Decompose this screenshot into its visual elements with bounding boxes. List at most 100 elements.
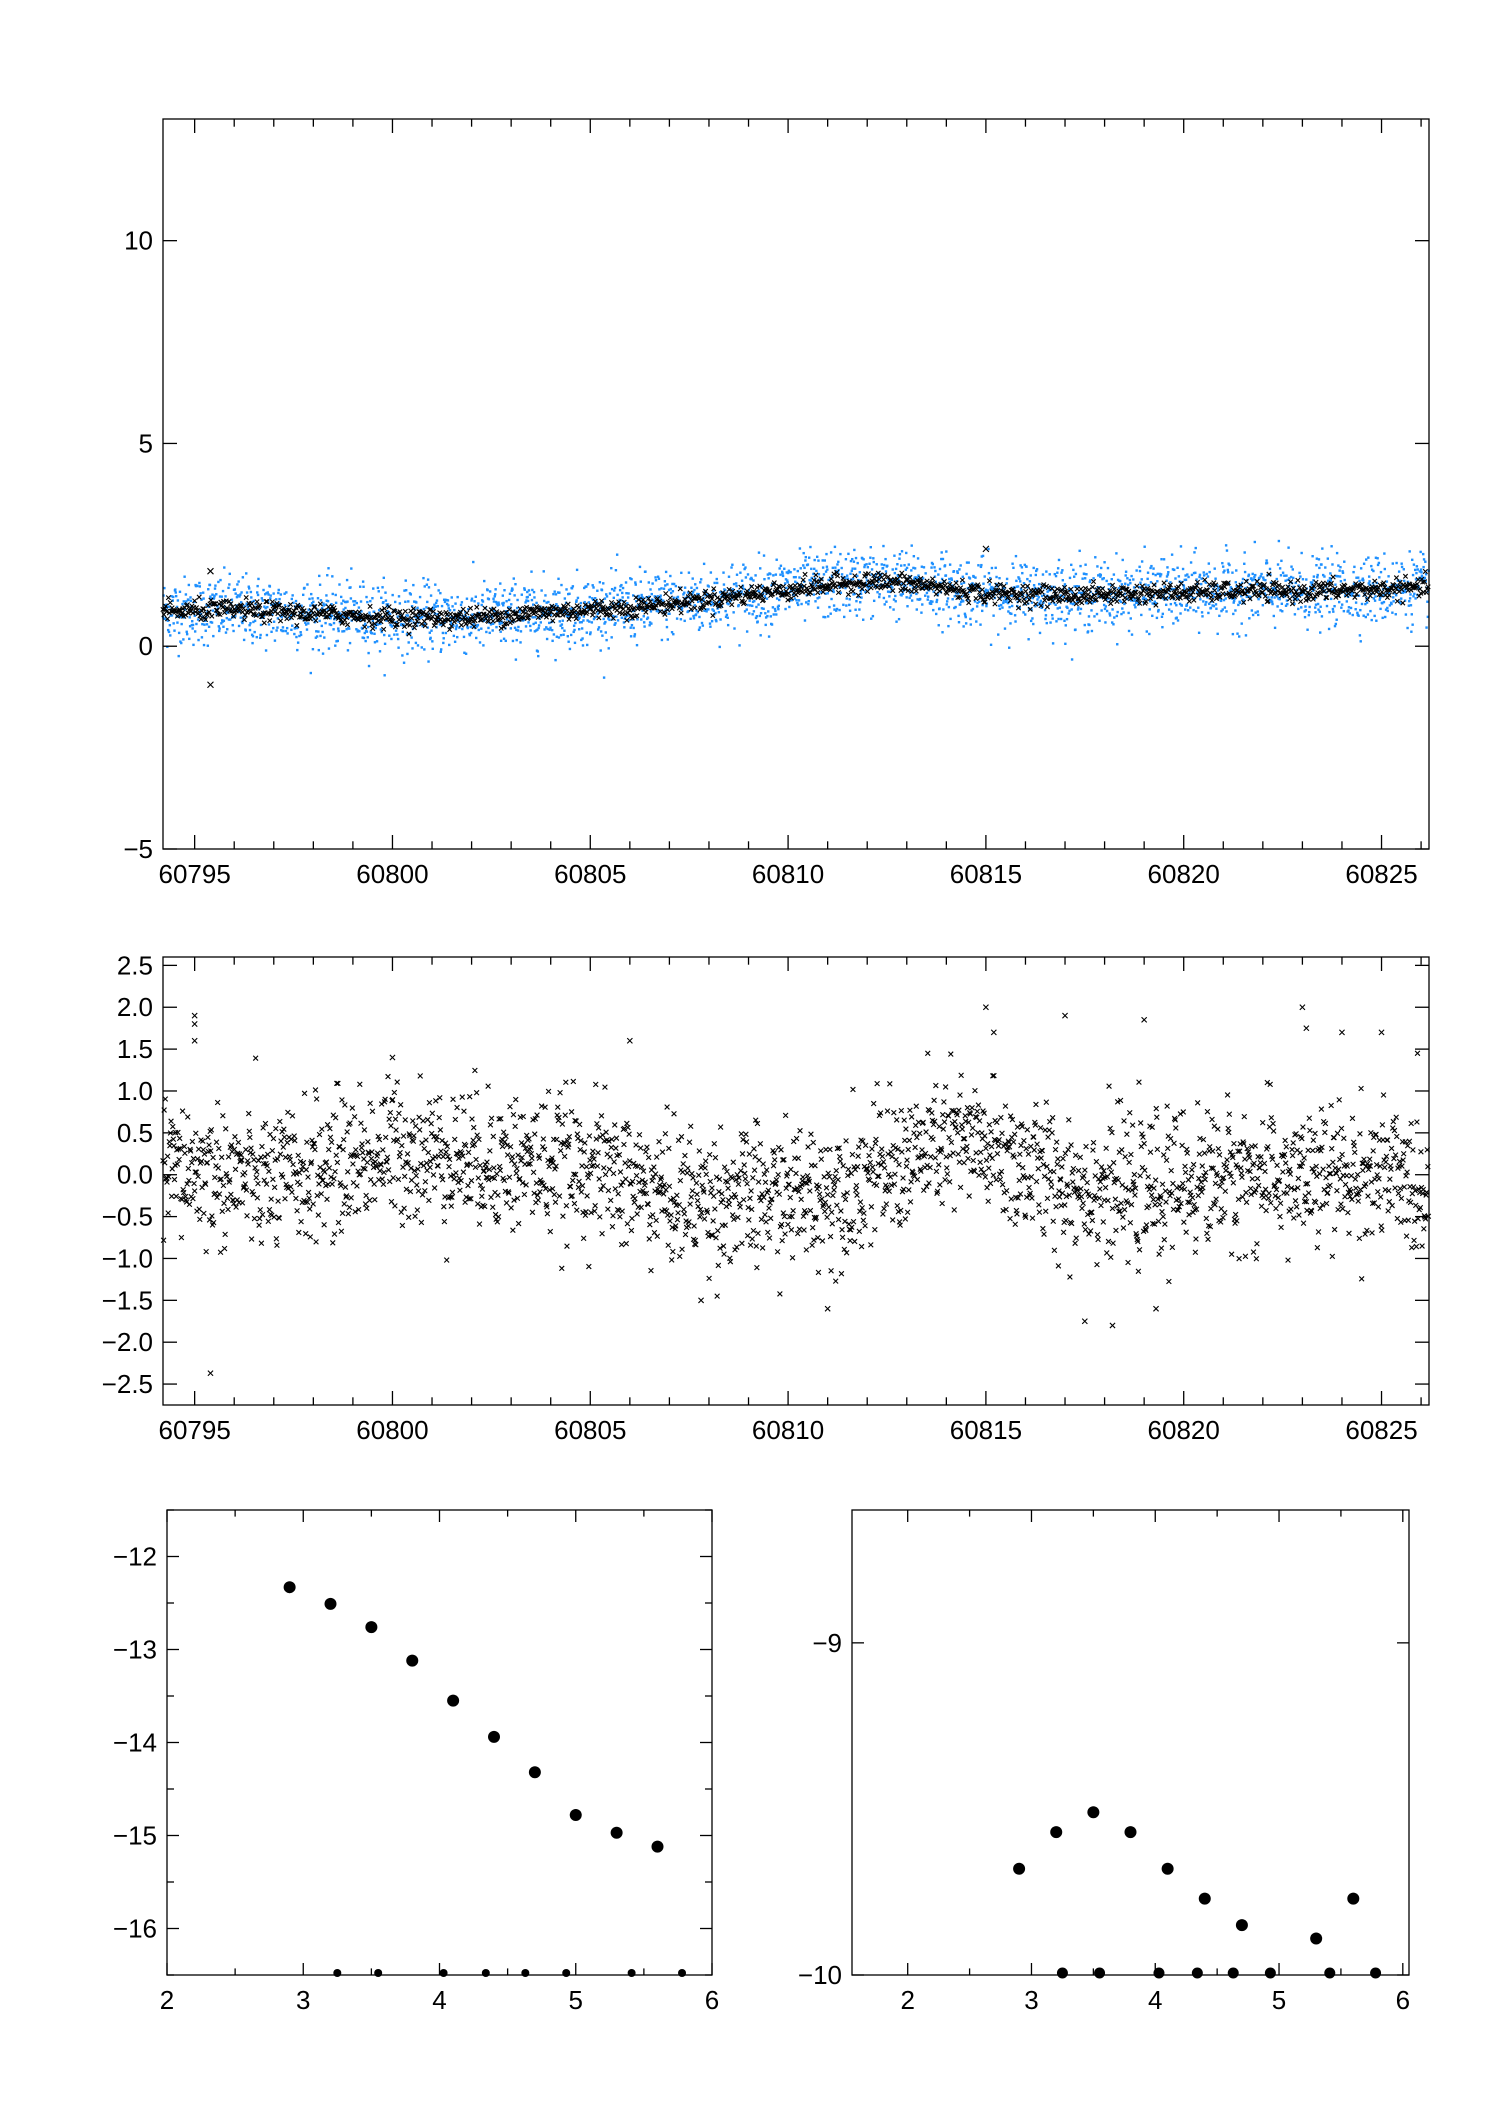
residual-point — [303, 1166, 310, 1173]
gps-point — [277, 588, 280, 592]
gps-point — [176, 599, 180, 602]
residual-point — [171, 1176, 178, 1183]
gps-point — [487, 597, 491, 601]
gps-point — [1206, 596, 1209, 599]
residuals-panel: 60795 60800 60805 60810 60815 60820 608252.52.… — [102, 950, 1432, 1445]
gps-point — [1056, 571, 1059, 574]
gps-point — [355, 628, 358, 631]
gps-point — [803, 566, 806, 570]
residual-point — [346, 1204, 353, 1211]
gps-point — [526, 595, 529, 599]
gps-point — [527, 589, 531, 592]
gps-point — [893, 571, 897, 575]
gps-point — [356, 629, 360, 632]
gps-point — [516, 629, 520, 632]
tw-point — [438, 611, 445, 617]
gps-point — [525, 599, 528, 602]
gps-point — [989, 587, 992, 591]
tw-point — [966, 600, 972, 606]
gps-point — [1424, 580, 1427, 583]
residual-point — [169, 1123, 176, 1130]
gps-point — [263, 605, 266, 608]
gps-point — [400, 622, 403, 626]
gps-point — [522, 615, 525, 618]
gps-point — [806, 563, 810, 566]
gps-point — [635, 643, 639, 647]
gps-point — [986, 589, 989, 592]
gps-point — [1159, 587, 1162, 591]
residual-point — [408, 1177, 415, 1183]
gps-point — [774, 609, 777, 613]
gps-point — [236, 594, 239, 597]
gps-point — [941, 557, 945, 561]
x-tick-label: 60825 — [1345, 859, 1417, 889]
gps-point — [522, 618, 526, 621]
tw-point — [955, 594, 961, 601]
tw-point — [1381, 580, 1387, 586]
gps-point — [626, 596, 630, 599]
gps-point — [492, 597, 495, 600]
gps-point — [1176, 619, 1180, 622]
tw-point — [1362, 591, 1368, 598]
gps-point — [203, 623, 206, 626]
gps-point — [646, 616, 650, 619]
gps-point — [265, 633, 269, 637]
residual-point — [256, 1215, 263, 1222]
gps-point — [1220, 609, 1223, 613]
gps-point — [406, 614, 410, 617]
gps-point — [318, 619, 321, 623]
gps-point — [784, 607, 787, 611]
gps-point — [1268, 600, 1271, 603]
gps-point — [469, 618, 472, 621]
gps-point — [1072, 602, 1075, 605]
tw-point — [1007, 598, 1013, 604]
gps-point — [1128, 578, 1132, 582]
tw-point — [978, 593, 984, 599]
gps-point — [558, 620, 561, 623]
gps-point — [460, 601, 464, 604]
gps-point — [1203, 580, 1207, 583]
gps-point — [843, 615, 846, 619]
gps-point — [228, 572, 231, 576]
tw-point — [597, 602, 603, 608]
gps-point — [1049, 621, 1052, 624]
gps-point — [514, 658, 518, 661]
gps-point — [518, 611, 521, 614]
tw-point — [1262, 593, 1268, 599]
gps-point — [900, 594, 903, 597]
gps-point — [1214, 603, 1218, 606]
gps-point — [839, 552, 842, 556]
gps-point — [904, 568, 908, 571]
tw-point — [451, 619, 457, 625]
gps-point — [748, 612, 751, 615]
gps-point — [529, 629, 532, 632]
gps-point — [669, 574, 672, 578]
gps-point — [1285, 599, 1289, 602]
gps-point — [1035, 569, 1038, 573]
gps-point — [223, 566, 226, 569]
tw-point — [240, 605, 247, 612]
gps-point — [1225, 549, 1229, 552]
gps-point — [391, 593, 394, 597]
gps-point — [839, 591, 843, 594]
gps-point — [1170, 610, 1173, 613]
gps-point — [351, 610, 355, 614]
tw-point — [344, 622, 351, 628]
gps-point — [1148, 608, 1151, 611]
gps-point — [746, 603, 749, 607]
gps-point — [742, 563, 745, 566]
gps-point — [1357, 614, 1360, 617]
gps-point — [1039, 599, 1043, 603]
gps-point — [486, 588, 489, 592]
gps-point — [1391, 611, 1394, 614]
gps-point — [265, 592, 268, 595]
gps-point — [1426, 600, 1429, 603]
gps-point — [802, 564, 805, 567]
gps-point — [1251, 579, 1254, 582]
tw-point — [1301, 583, 1307, 589]
gps-point — [183, 616, 186, 619]
gps-point — [1239, 585, 1243, 588]
gps-point — [849, 572, 852, 575]
gps-point — [169, 634, 172, 637]
residual-point — [241, 1170, 248, 1176]
